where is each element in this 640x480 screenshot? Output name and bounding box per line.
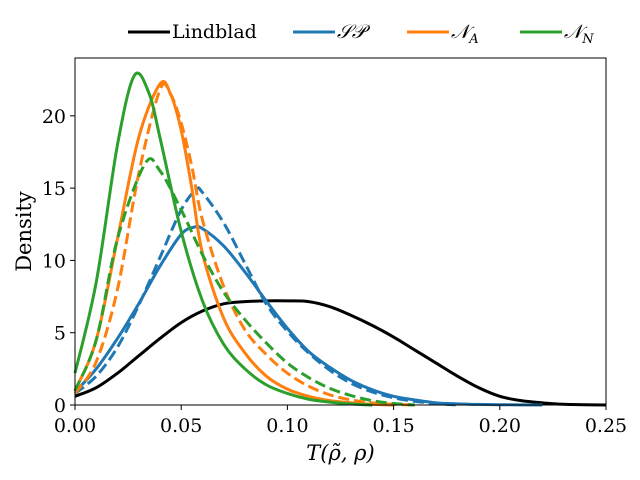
legend-item-0: Lindblad	[128, 21, 257, 43]
series-line-5	[73, 71, 373, 407]
plot-frame	[74, 57, 607, 406]
legend-label: 𝒮𝒫	[337, 21, 371, 43]
legend-item-3: 𝒩N	[520, 21, 594, 47]
legend-label: 𝒩N	[564, 21, 594, 47]
legend-item-2: 𝒩A	[407, 21, 479, 47]
x-axis-label: T(ρ̃, ρ)	[306, 441, 374, 465]
series-line-2	[74, 186, 458, 407]
series-line-0	[74, 299, 607, 407]
x-tick-label: 0.20	[479, 415, 521, 437]
x-tick-label: 0.15	[372, 415, 414, 437]
x-tick-label: 0.25	[585, 415, 627, 437]
x-tick-label: 0.10	[266, 415, 308, 437]
y-tick-label: 10	[42, 250, 66, 272]
x-tick-label: 0.05	[160, 415, 202, 437]
x-tick-label: 0.00	[54, 415, 96, 437]
legend: Lindblad 𝒮𝒫 𝒩A 𝒩N	[128, 21, 594, 47]
x-axis: 0.00 0.05 0.10 0.15 0.20 0.25	[54, 405, 627, 437]
y-tick-label: 15	[42, 178, 66, 200]
y-tick-label: 0	[54, 395, 66, 417]
legend-item-1: 𝒮𝒫	[293, 21, 371, 43]
series-line-6	[73, 157, 415, 407]
y-axis: 0 5 10 15 20	[42, 106, 75, 417]
y-tick-label: 5	[54, 323, 66, 345]
y-axis-label: Density	[12, 191, 36, 272]
series-line-4	[73, 82, 415, 407]
legend-label: 𝒩A	[451, 21, 479, 47]
y-tick-label: 20	[42, 106, 66, 128]
series-line-1	[73, 224, 543, 407]
series-layer	[73, 71, 607, 407]
legend-label: Lindblad	[172, 21, 257, 43]
